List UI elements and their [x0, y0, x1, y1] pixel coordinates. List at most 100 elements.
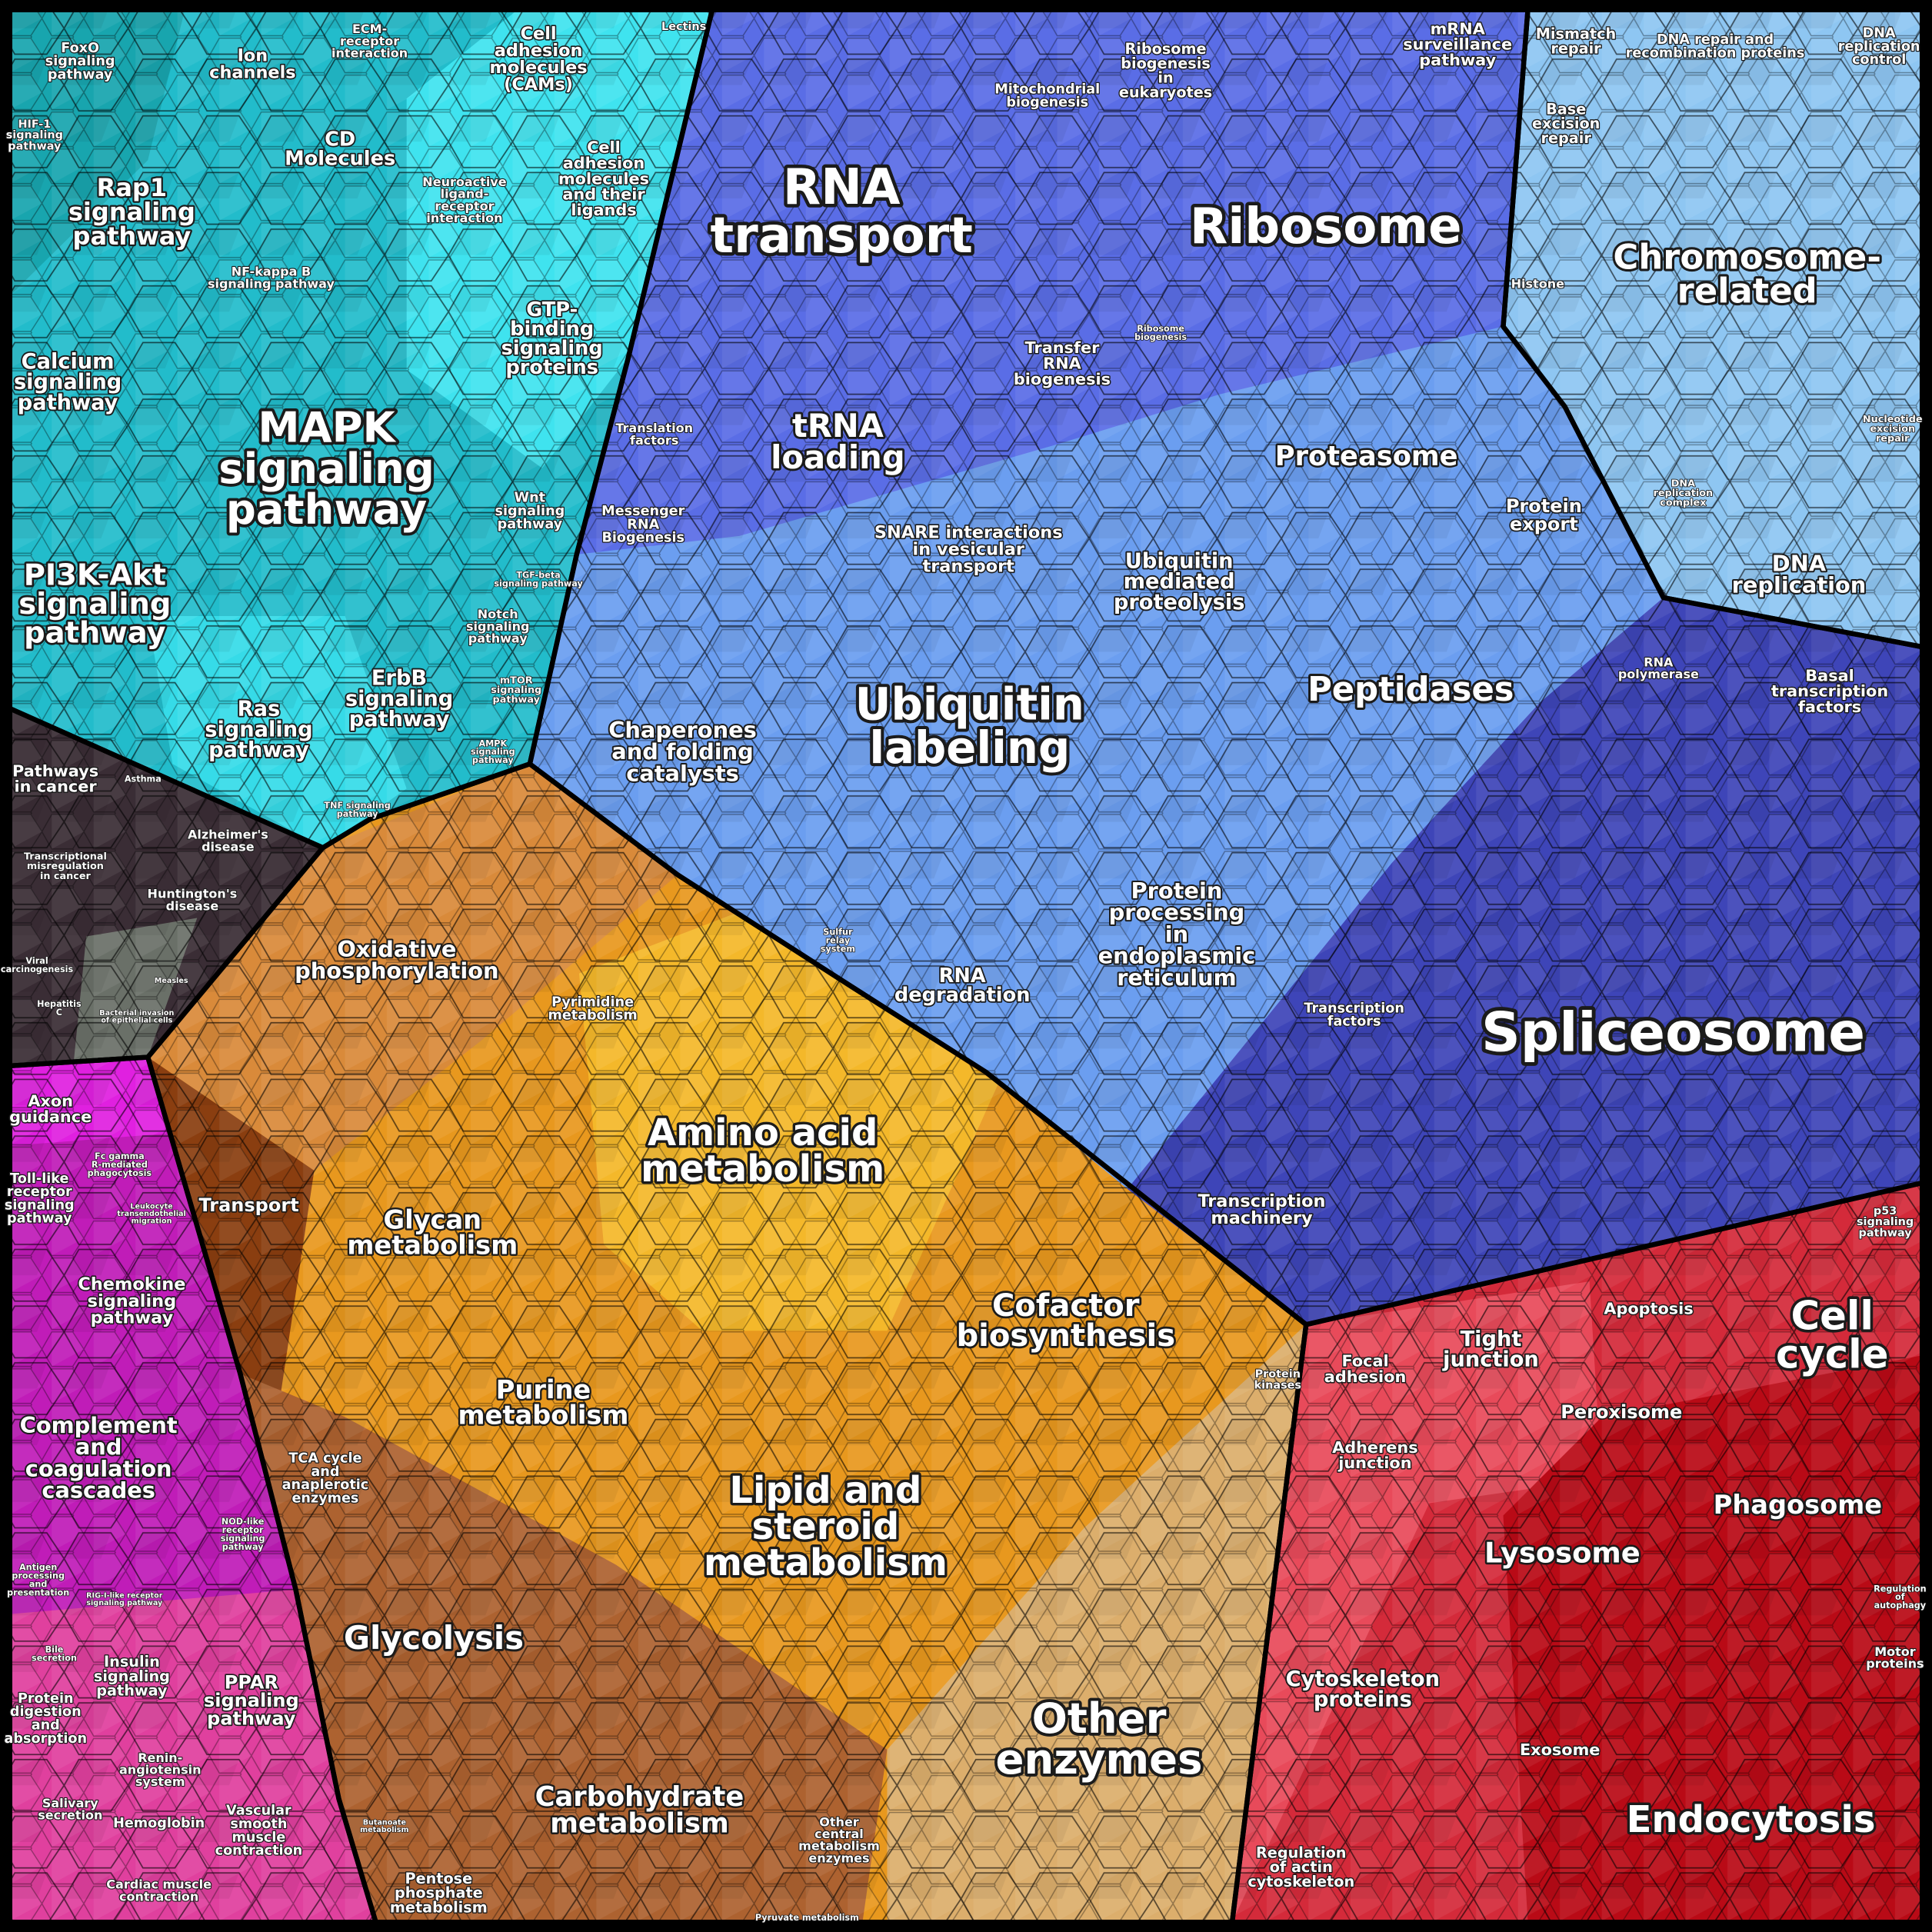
- region-label: Regulation of actin cytoskeleton: [1247, 1844, 1354, 1890]
- label-line: angiotensin: [119, 1762, 202, 1777]
- label-line: and folding: [611, 738, 754, 764]
- label-line: and: [29, 1579, 48, 1589]
- label-line: interaction: [426, 211, 502, 225]
- region-label: Exosome: [1520, 1740, 1600, 1759]
- region-label: Glycolysis: [344, 1619, 524, 1657]
- label-line: kinases: [1254, 1379, 1301, 1391]
- region-label: DNA replication: [1732, 550, 1867, 598]
- region-label: TGF-beta signaling pathway: [494, 570, 583, 588]
- label-line: Ribosome: [1190, 198, 1462, 255]
- region-label: mRNA surveillance pathway: [1403, 19, 1512, 69]
- label-line: contraction: [119, 1889, 198, 1904]
- label-line: and: [32, 1717, 60, 1733]
- label-line: in: [1158, 68, 1173, 86]
- label-line: Translation: [615, 421, 693, 435]
- label-line: TGF-beta: [516, 570, 560, 580]
- region-label: Viral carcinogenesis: [1, 955, 74, 974]
- label-line: biogenesis: [1121, 54, 1211, 72]
- label-line: Regulation: [1256, 1844, 1347, 1861]
- region-label: Protein processing in endoplasmic reticulum: [1098, 878, 1256, 991]
- label-line: signaling: [471, 747, 515, 757]
- label-line: pathway: [7, 1211, 72, 1227]
- label-line: pathway: [349, 708, 450, 731]
- label-line: guidance: [9, 1108, 92, 1126]
- label-line: muscle: [232, 1830, 286, 1845]
- region-label: Toll-like receptor signaling pathway: [5, 1171, 75, 1227]
- label-line: transcription: [1771, 682, 1888, 701]
- label-line: Pyruvate metabolism: [755, 1912, 859, 1922]
- label-line: Other: [1032, 1694, 1167, 1743]
- region-label: Notch signaling pathway: [466, 607, 530, 645]
- region-label: FoxO signaling pathway: [45, 41, 115, 83]
- label-line: in cancer: [15, 778, 98, 796]
- label-line: Cytoskeleton: [1286, 1667, 1440, 1691]
- label-line: DNA repair and: [1657, 32, 1774, 48]
- region-label: RNA transport: [711, 159, 973, 265]
- label-line: biogenesis: [1006, 95, 1088, 111]
- region-label: Adherens junction: [1332, 1438, 1418, 1472]
- region-label: Ribosome biogenesis in eukaryotes: [1119, 40, 1212, 102]
- label-line: Antigen: [19, 1562, 57, 1572]
- label-line: signaling: [501, 337, 603, 360]
- label-line: proteins: [505, 356, 598, 379]
- region-label: DNA replication control: [1838, 26, 1920, 68]
- label-line: Regulation: [1874, 1584, 1927, 1594]
- label-line: Chemokine: [78, 1274, 185, 1294]
- region-label: Renin-angiotensin system: [119, 1750, 202, 1788]
- region-label: Pentose phosphate metabolism: [390, 1869, 488, 1916]
- label-line: Notch: [478, 607, 518, 621]
- label-line: metabolism: [390, 1898, 488, 1916]
- label-line: disease: [166, 898, 219, 913]
- region-label: Messenger RNA Biogenesis: [601, 504, 685, 546]
- label-line: Axon: [28, 1092, 73, 1111]
- region-label: Nucleotide excision repair: [1863, 413, 1923, 444]
- label-line: Vascular: [226, 1804, 291, 1819]
- label-line: signaling: [88, 1291, 176, 1311]
- region-label: CD Molecules: [285, 128, 395, 170]
- label-line: metabolism: [347, 1230, 518, 1260]
- label-line: enzymes: [291, 1491, 358, 1506]
- region-label: Pyrimidine metabolism: [548, 994, 637, 1023]
- label-line: Ubiquitin: [855, 678, 1084, 730]
- label-line: proteolysis: [1114, 590, 1245, 614]
- region-label: Carbohydrate metabolism: [535, 1781, 744, 1840]
- label-line: coagulation: [25, 1455, 172, 1481]
- label-line: adhesion: [563, 154, 645, 172]
- label-line: Calcium: [22, 349, 115, 373]
- region-label: Insulin signaling pathway: [94, 1652, 170, 1699]
- label-line: GTP-: [526, 298, 578, 321]
- label-line: carcinogenesis: [1, 964, 74, 974]
- label-line: endoplasmic: [1098, 943, 1256, 969]
- label-line: Sulfur: [823, 927, 853, 937]
- label-line: signaling pathway: [86, 1599, 163, 1607]
- label-line: ECM-: [352, 22, 387, 36]
- label-line: machinery: [1211, 1208, 1313, 1228]
- label-line: Spliceosome: [1481, 1001, 1865, 1064]
- label-line: Cell: [587, 138, 621, 156]
- label-line: Purine: [496, 1374, 591, 1404]
- label-line: replication: [1654, 487, 1714, 498]
- label-line: RNA: [783, 159, 901, 216]
- label-line: Nucleotide: [1863, 413, 1923, 425]
- label-line: of: [1895, 1592, 1905, 1602]
- region-label: Wnt signaling pathway: [495, 491, 565, 533]
- region-label: Cell adhesion molecules (CAMs): [490, 24, 588, 95]
- label-line: pathway: [207, 1707, 296, 1729]
- region-label: Complement and coagulation cascades: [20, 1412, 178, 1504]
- label-line: Biogenesis: [601, 531, 685, 546]
- region-label: Basal transcription factors: [1771, 666, 1888, 716]
- label-line: anaplerotic: [282, 1477, 369, 1493]
- label-line: Messenger: [601, 504, 685, 519]
- label-line: misregulation: [27, 861, 104, 872]
- label-line: PI3K-Akt: [24, 558, 166, 592]
- label-line: Protein: [1131, 878, 1223, 904]
- label-line: proteins: [1866, 1656, 1924, 1671]
- label-line: signaling: [466, 618, 530, 633]
- label-line: RIG-I-like receptor: [86, 1591, 163, 1600]
- region-label: Fc gamma R-mediated phagocytosis: [88, 1151, 152, 1178]
- region-label: Cofactor biosynthesis: [956, 1288, 1175, 1354]
- label-line: receptor: [340, 33, 399, 48]
